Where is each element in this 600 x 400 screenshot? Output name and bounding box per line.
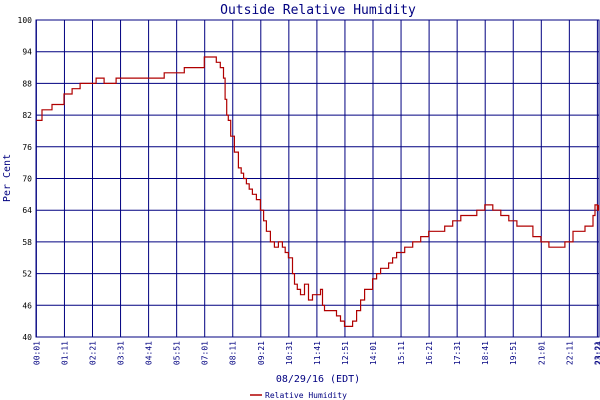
y-tick-label: 52 — [22, 270, 32, 279]
y-tick-label: 64 — [22, 206, 32, 215]
legend: Relative Humidity — [250, 391, 347, 400]
x-tick-label: 17:31 — [453, 341, 462, 365]
y-tick-labels: 40 46 52 58 64 70 76 82 88 94 100 — [18, 16, 33, 342]
x-axis-label: 08/29/16 (EDT) — [276, 374, 360, 385]
plot-frame — [35, 19, 600, 338]
x-tick-label: 07:01 — [201, 341, 210, 365]
x-tick-label: 23:24 — [595, 341, 600, 365]
y-tick-label: 76 — [22, 143, 32, 152]
x-tick-label: 19:51 — [509, 341, 518, 365]
chart-title: Outside Relative Humidity — [220, 3, 416, 18]
series-layer — [36, 56, 600, 327]
y-tick-label: 46 — [22, 301, 32, 310]
x-tick-label: 04:41 — [145, 341, 154, 365]
x-tick-label: 01:11 — [60, 341, 69, 365]
y-tick-label: 70 — [22, 175, 32, 184]
y-tick-label: 58 — [22, 238, 32, 247]
x-tick-label: 10:31 — [285, 341, 294, 365]
x-tick-label: 23:21 — [593, 341, 600, 365]
y-axis-label: Per Cent — [2, 154, 13, 202]
x-tick-label: 18:41 — [481, 341, 490, 365]
x-tick-label: 02:21 — [89, 341, 98, 365]
legend-label: Relative Humidity — [265, 391, 347, 400]
x-tick-label: 03:31 — [117, 341, 126, 365]
x-tick-label: 16:21 — [425, 341, 434, 365]
x-tick-label: 22:11 — [565, 341, 574, 365]
x-tick-label: 15:11 — [397, 341, 406, 365]
x-tick-label: 12:51 — [341, 341, 350, 365]
y-tick-label: 88 — [22, 79, 32, 88]
x-tick-label: 05:51 — [173, 341, 182, 365]
x-tick-label: 14:01 — [369, 341, 378, 365]
x-tick-labels: 00:01 01:11 02:21 03:31 04:41 05:51 07:01 08:11… — [32, 341, 600, 365]
x-tick-label: 21:01 — [537, 341, 546, 365]
y-tick-label: 100 — [18, 16, 33, 25]
series-line-relative-humidity — [36, 56, 600, 327]
x-tick-label: 00:01 — [32, 341, 41, 365]
x-tick-label: 09:21 — [257, 341, 266, 365]
x-tick-label: 08:11 — [229, 341, 238, 365]
chart-grid — [35, 19, 599, 338]
y-tick-label: 82 — [22, 111, 32, 120]
y-tick-label: 94 — [22, 48, 32, 57]
x-tick-label: 11:41 — [313, 341, 322, 365]
y-tick-label: 40 — [22, 333, 32, 342]
